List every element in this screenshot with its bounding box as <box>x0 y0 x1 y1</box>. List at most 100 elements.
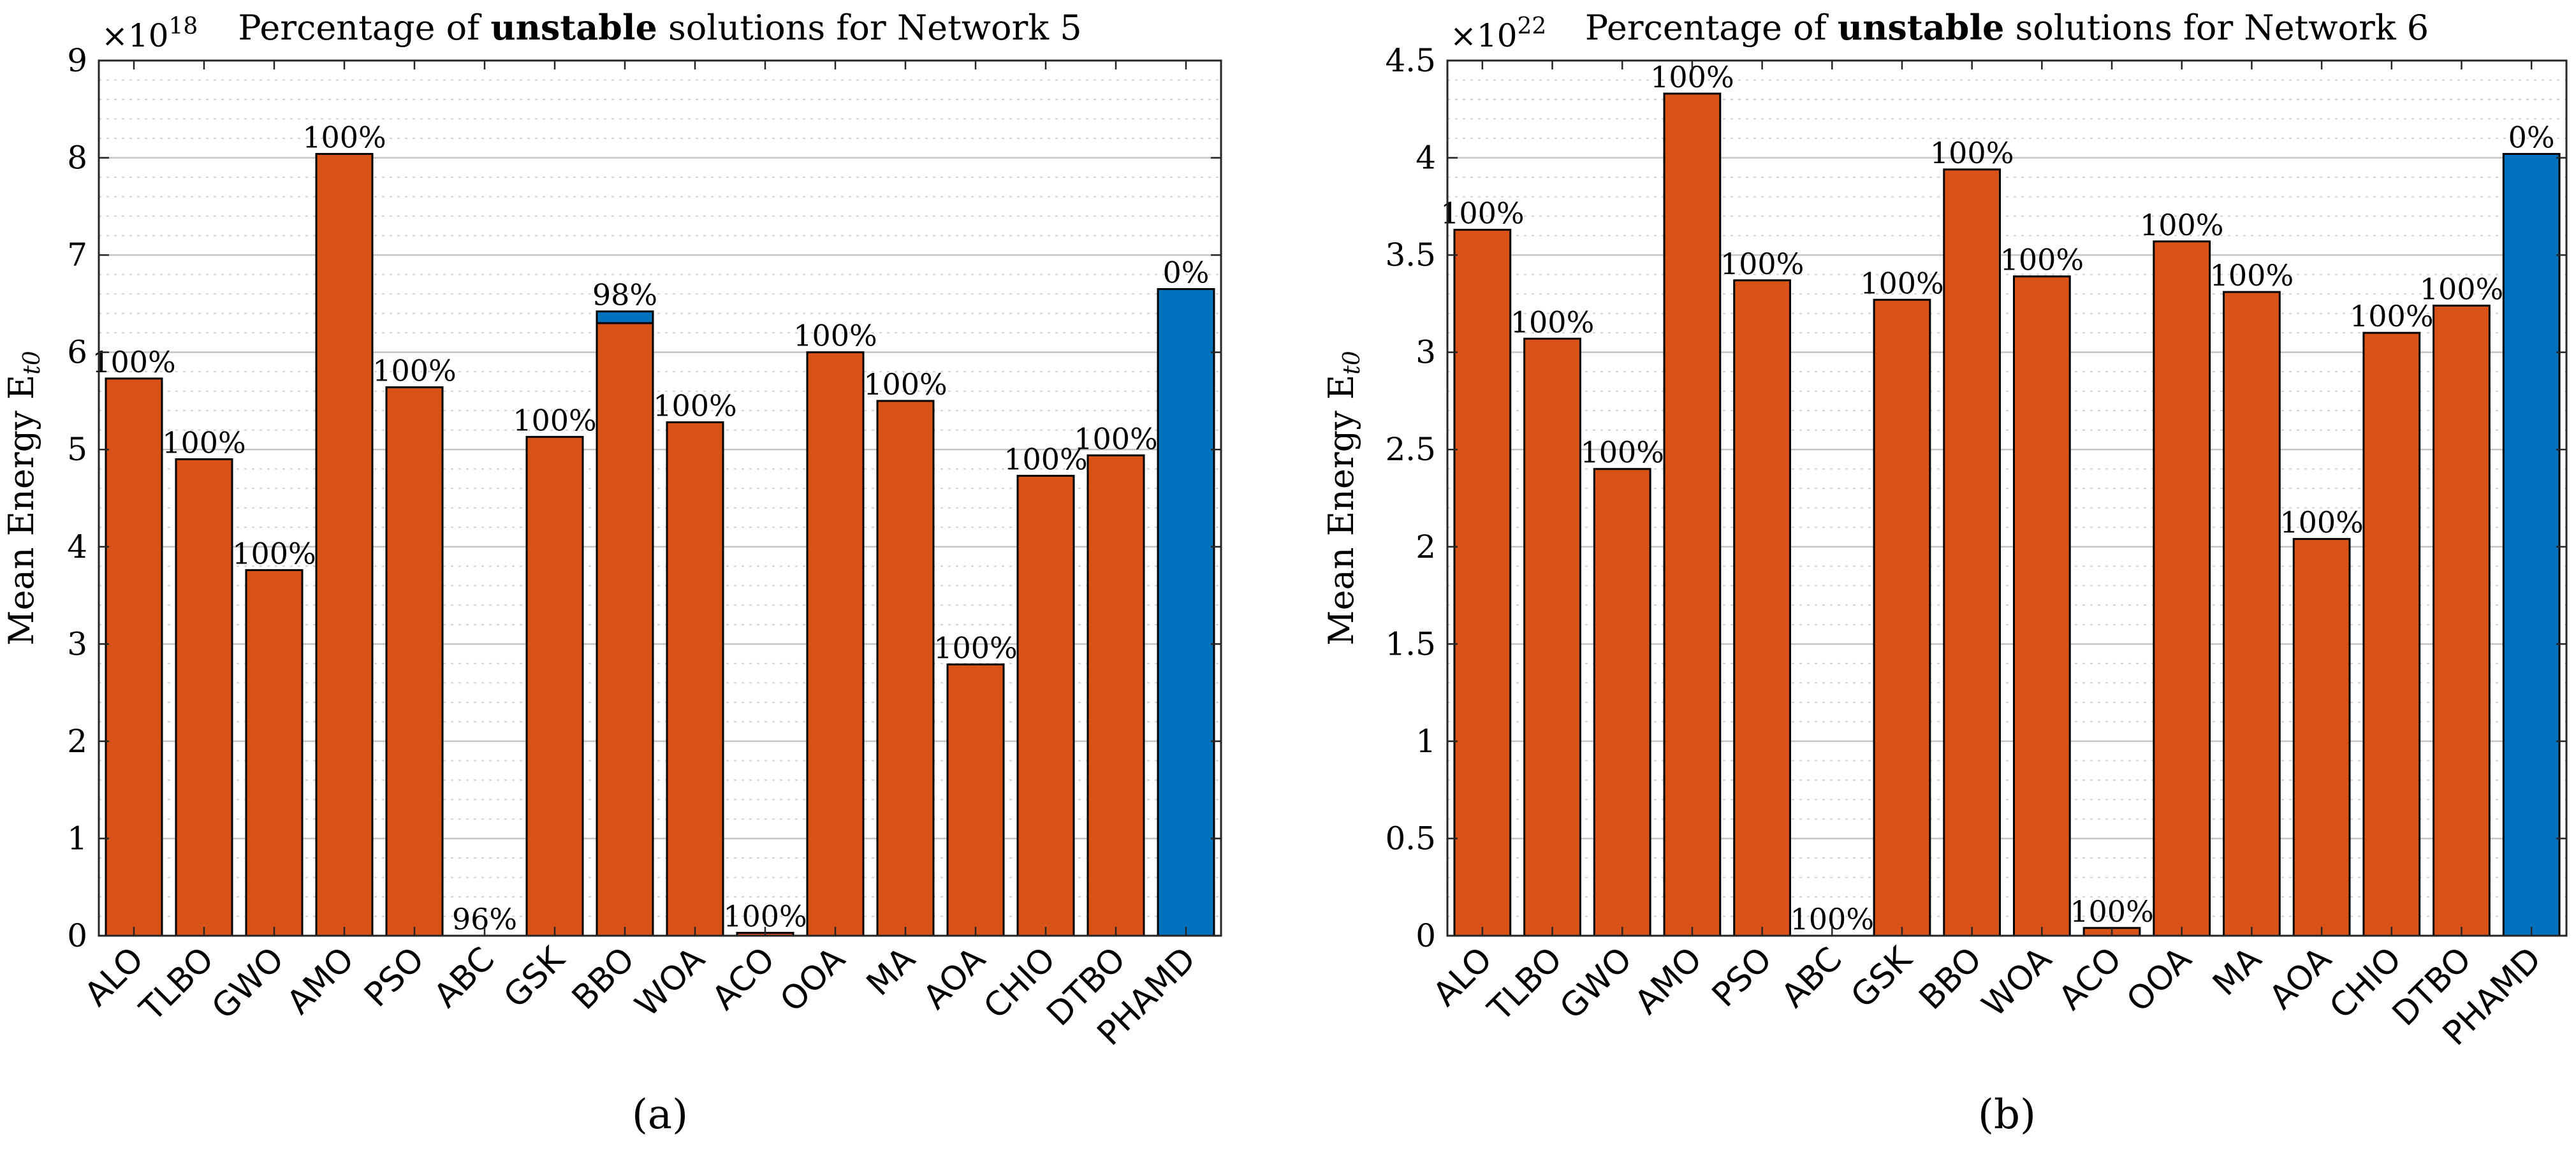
data-label-chio: 100% <box>1004 442 1088 476</box>
bar-unstable-bbo <box>596 322 654 937</box>
bar-unstable-dtbo <box>2433 304 2491 937</box>
y-tick-label: 3.5 <box>1385 236 1436 273</box>
y-tick-label: 2 <box>67 723 87 760</box>
y-exponent-power: 22 <box>1518 13 1547 40</box>
category-label-ma: MA <box>860 940 923 1003</box>
data-label-tlbo: 100% <box>162 425 246 460</box>
y-exponent-base: ×10 <box>101 17 169 54</box>
category-label-amo: AMO <box>1628 940 1709 1022</box>
y-tick-label: 0.5 <box>1385 820 1436 857</box>
title-suffix: solutions for Network 5 <box>657 8 1082 48</box>
category-label-amo: AMO <box>280 940 362 1022</box>
bar-unstable-ma <box>876 400 935 937</box>
data-label-dtbo: 100% <box>1074 421 1158 456</box>
data-label-gwo: 100% <box>232 536 316 570</box>
bar-stable-bbo <box>596 310 654 324</box>
category-label-bbo: BBO <box>565 940 642 1017</box>
data-label-chio: 100% <box>2350 299 2434 333</box>
data-label-amo: 100% <box>302 120 386 154</box>
bar-unstable-gwo <box>245 569 304 937</box>
panel-label: (b) <box>1978 1091 2036 1138</box>
bar-unstable-ma <box>2223 291 2281 937</box>
category-label-gwo: GWO <box>205 940 291 1027</box>
title-suffix: solutions for Network 6 <box>2004 8 2429 48</box>
category-label-pso: PSO <box>357 940 432 1015</box>
bar-unstable-pso <box>1733 279 1791 937</box>
bar-unstable-woa <box>2012 275 2071 937</box>
data-label-gsk: 100% <box>513 403 597 437</box>
y-exponent: ×1018 <box>101 13 198 54</box>
data-label-phamd: 0% <box>2508 120 2555 154</box>
data-label-pso: 100% <box>372 354 457 388</box>
bar-unstable-gsk <box>1873 298 1931 937</box>
y-tick-label: 4 <box>1416 140 1436 177</box>
bar-unstable-chio <box>1016 474 1075 937</box>
data-label-gsk: 100% <box>1860 266 1944 300</box>
data-label-ooa: 100% <box>2140 208 2224 242</box>
y-axis-label-sub: t0 <box>1339 351 1365 374</box>
chart-panel-a: 100% ALO 100% TLBO 100% GWO 100% AMO 100% PSO 96% A… <box>0 0 1288 1152</box>
data-label-phamd: 0% <box>1163 256 1210 290</box>
title-prefix: Percentage of <box>1585 8 1838 48</box>
y-tick-label: 3 <box>67 625 87 662</box>
y-tick-label: 1.5 <box>1385 625 1436 662</box>
data-label-woa: 100% <box>653 389 737 423</box>
y-exponent-base: ×10 <box>1450 17 1518 54</box>
category-label-tlbo: TLBO <box>133 940 222 1029</box>
chart-title: Percentage of unstable solutions for Net… <box>1585 7 2429 48</box>
plot-frame <box>98 59 1222 937</box>
category-label-abc: ABC <box>1775 940 1850 1015</box>
category-label-woa: WOA <box>1975 940 2060 1024</box>
title-bold: unstable <box>490 7 657 48</box>
y-tick-label: 1 <box>67 820 87 857</box>
bar-unstable-alo <box>105 377 163 937</box>
category-label-ma: MA <box>2206 940 2269 1003</box>
y-axis-label-sub: t0 <box>19 351 45 374</box>
y-axis-label: Mean Energy Et0 <box>1321 351 1365 645</box>
y-tick-label: 2.5 <box>1385 431 1436 468</box>
y-exponent-power: 18 <box>169 13 198 40</box>
data-label-ma: 100% <box>2210 258 2294 293</box>
bar-unstable-woa <box>666 421 724 937</box>
y-tick-label: 7 <box>67 236 87 273</box>
data-label-dtbo: 100% <box>2420 272 2504 306</box>
title-prefix: Percentage of <box>238 8 490 48</box>
y-axis-label-main: Mean Energy E <box>1321 375 1361 646</box>
bar-unstable-bbo <box>1943 168 2002 937</box>
category-label-ooa: OOA <box>773 940 853 1019</box>
bar-unstable-aoa <box>2292 538 2351 937</box>
chart-panel-b: 100% ALO 100% TLBO 100% GWO 100% AMO 100% PSO 100%… <box>1314 0 2576 1152</box>
bar-unstable-chio <box>2362 331 2421 937</box>
y-tick-label: 5 <box>67 431 87 468</box>
bar-unstable-gwo <box>1593 468 1651 937</box>
y-exponent: ×1022 <box>1450 13 1546 54</box>
bar-unstable-tlbo <box>175 458 233 937</box>
bar-unstable-aoa <box>946 663 1005 937</box>
bar-stable-phamd <box>2502 152 2561 937</box>
bar-unstable-amo <box>1663 92 1722 937</box>
category-label-aco: ACO <box>705 940 783 1018</box>
y-tick-label: 3 <box>1416 334 1436 371</box>
y-tick-label: 2 <box>1416 528 1436 565</box>
bar-chart-network-5: 100%ALO100%TLBO100%GWO100%AMO100%PSO96%A… <box>1 7 1222 1138</box>
bar-unstable-alo <box>1453 228 1512 937</box>
data-label-alo: 100% <box>92 345 176 379</box>
data-label-bbo: 100% <box>1930 136 2014 170</box>
category-label-ooa: OOA <box>2119 940 2199 1019</box>
data-label-gwo: 100% <box>1580 435 1664 470</box>
category-label-bbo: BBO <box>1912 940 1989 1017</box>
y-tick-label: 0 <box>67 917 87 954</box>
data-label-ma: 100% <box>863 367 948 402</box>
plot-frame <box>1446 59 2568 937</box>
y-axis-label: Mean Energy Et0 <box>1 351 45 645</box>
data-label-ooa: 100% <box>793 319 877 353</box>
data-label-alo: 100% <box>1440 196 1525 230</box>
category-label-aco: ACO <box>2052 940 2130 1018</box>
data-label-aco: 100% <box>2070 894 2154 929</box>
data-label-pso: 100% <box>1720 247 1804 281</box>
y-tick-label: 8 <box>67 140 87 177</box>
bar-chart-network-6: 100%ALO100%TLBO100%GWO100%AMO100%PSO100%… <box>1321 7 2568 1138</box>
data-label-woa: 100% <box>2000 243 2084 277</box>
bar-unstable-ooa <box>2153 240 2211 937</box>
y-tick-label: 0 <box>1416 917 1436 954</box>
